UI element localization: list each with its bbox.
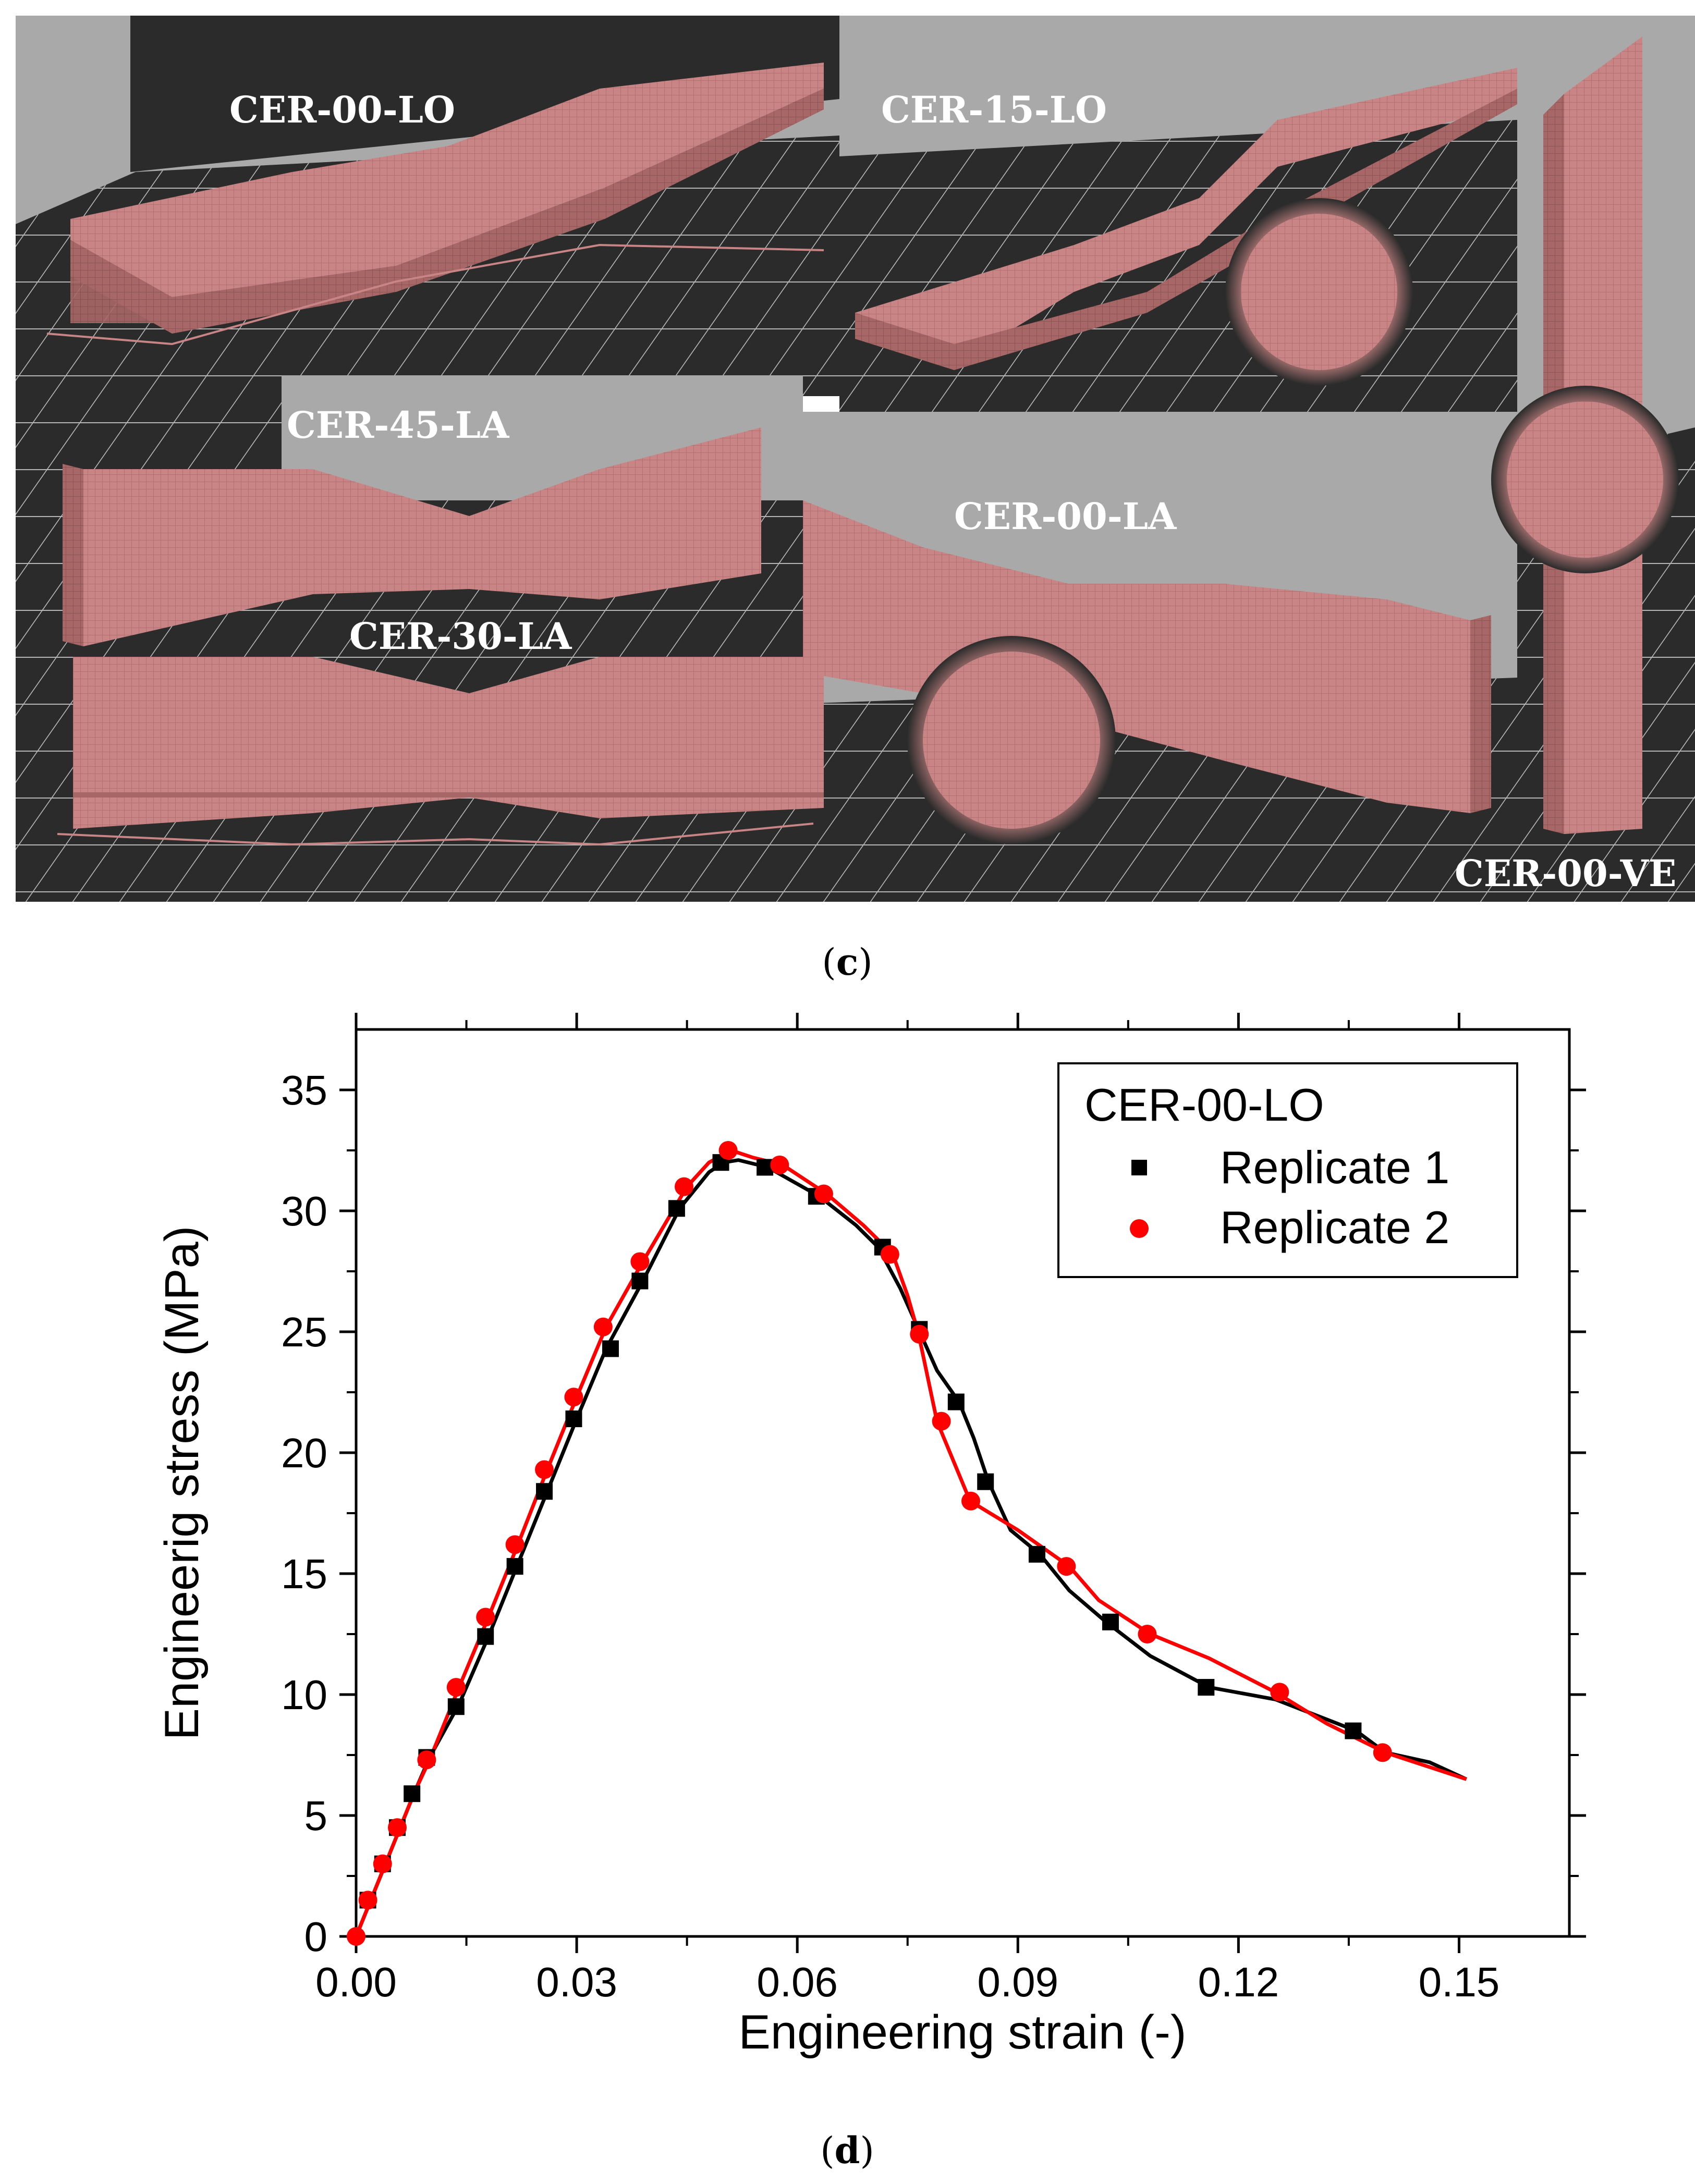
marker-replicate-2 (564, 1388, 583, 1407)
legend-marker-replicate-2 (1130, 1219, 1149, 1238)
marker-replicate-2 (1270, 1683, 1289, 1702)
y-tick-label: 5 (304, 1793, 328, 1839)
y-tick-label: 0 (304, 1913, 328, 1960)
caption-d-open: ( (820, 2129, 834, 2172)
marker-replicate-2 (358, 1891, 377, 1910)
marker-replicate-1 (1028, 1545, 1045, 1563)
marker-replicate-2 (1373, 1743, 1392, 1762)
marker-replicate-1 (1102, 1613, 1119, 1630)
marker-replicate-1 (631, 1272, 649, 1290)
y-tick-label: 25 (281, 1309, 327, 1355)
caption-c-letter: c (836, 940, 859, 984)
caption-c-close: ) (858, 941, 872, 984)
marker-replicate-2 (910, 1324, 929, 1344)
label-cer-00-ve: CER-00-VE (1455, 852, 1676, 895)
marker-replicate-1 (404, 1785, 421, 1802)
plot-frame (355, 1028, 1571, 1938)
marker-replicate-1 (565, 1410, 582, 1428)
marker-replicate-2 (476, 1608, 495, 1627)
marker-replicate-1 (1345, 1722, 1362, 1739)
legend-label-replicate-2: Replicate 2 (1220, 1201, 1449, 1253)
marker-replicate-2 (961, 1491, 981, 1511)
marker-replicate-2 (630, 1252, 650, 1271)
y-tick-label: 35 (281, 1067, 327, 1113)
marker-replicate-2 (347, 1927, 365, 1946)
label-cer-00-lo: CER-00-LO (229, 88, 455, 131)
y-tick-label: 30 (281, 1188, 327, 1234)
x-tick-label: 0.15 (1419, 1959, 1500, 2005)
x-tick-label: 0.09 (977, 1959, 1058, 2005)
legend-title: CER-00-LO (1084, 1079, 1324, 1131)
marker-replicate-2 (446, 1678, 466, 1697)
marker-replicate-2 (417, 1750, 436, 1770)
marker-replicate-2 (814, 1184, 833, 1204)
label-cer-00-la: CER-00-LA (954, 495, 1177, 538)
series-line-replicate-1 (354, 1158, 1468, 1937)
x-tick-label: 0.12 (1198, 1959, 1279, 2005)
label-cer-45-la: CER-45-LA (287, 403, 510, 447)
marker-replicate-2 (718, 1141, 738, 1160)
y-tick-label: 10 (281, 1672, 327, 1718)
marker-replicate-2 (593, 1317, 613, 1336)
marker-replicate-2 (880, 1245, 899, 1264)
marker-replicate-2 (373, 1854, 392, 1873)
specimen-render (16, 16, 1695, 902)
series-layer (347, 1141, 1468, 1946)
y-axis-label: Engineerig stress (MPa) (155, 1226, 209, 1740)
marker-replicate-1 (757, 1159, 774, 1176)
marker-replicate-1 (477, 1628, 494, 1645)
caption-c-open: ( (822, 941, 836, 984)
marker-replicate-1 (947, 1393, 965, 1410)
legend-label-replicate-1: Replicate 1 (1220, 1142, 1449, 1193)
y-axis: 0 5 10 15 20 25 30 35 (281, 1067, 1586, 1960)
marker-replicate-2 (535, 1460, 554, 1479)
marker-replicate-2 (1138, 1625, 1157, 1643)
y-tick-label: 15 (281, 1551, 327, 1597)
marker-replicate-2 (932, 1412, 951, 1431)
y-tick-label: 20 (281, 1430, 327, 1476)
marker-replicate-1 (977, 1473, 994, 1490)
x-tick-label: 0.03 (536, 1959, 617, 2005)
caption-c: (c) (822, 940, 872, 984)
label-cer-30-la: CER-30-LA (349, 615, 572, 658)
marker-replicate-1 (536, 1483, 553, 1500)
marker-replicate-2 (505, 1535, 525, 1554)
x-axis-label: Engineering strain (-) (738, 2006, 1186, 2059)
marker-replicate-1 (668, 1200, 685, 1217)
x-tick-label: 0.06 (757, 1959, 838, 2005)
stress-strain-chart: 0.00 0.03 0.06 0.09 0.12 0.15 05101520253035 … (155, 1013, 1586, 2059)
label-cer-15-lo: CER-15-LO (881, 88, 1107, 131)
specimen-labels: CER-00-LO CER-15-LO CER-45-LA CER-30-LA … (229, 88, 1676, 895)
marker-replicate-2 (387, 1818, 407, 1837)
x-tick-label: 0.00 (315, 1959, 397, 2005)
marker-replicate-1 (1198, 1679, 1215, 1696)
caption-d: (d) (820, 2129, 874, 2172)
marker-replicate-1 (602, 1340, 619, 1357)
caption-d-close: ) (860, 2129, 874, 2172)
legend-marker-replicate-1 (1131, 1160, 1147, 1175)
marker-replicate-1 (447, 1698, 465, 1715)
caption-d-letter: d (835, 2129, 860, 2172)
x-axis: 0.00 0.03 0.06 0.09 0.12 0.15 (315, 1013, 1499, 2005)
marker-replicate-2 (770, 1155, 789, 1174)
marker-replicate-1 (506, 1558, 523, 1575)
marker-replicate-2 (674, 1177, 693, 1196)
legend: CER-00-LO Replicate 1 Replicate 2 (1057, 1062, 1518, 1278)
marker-replicate-2 (1057, 1557, 1076, 1576)
